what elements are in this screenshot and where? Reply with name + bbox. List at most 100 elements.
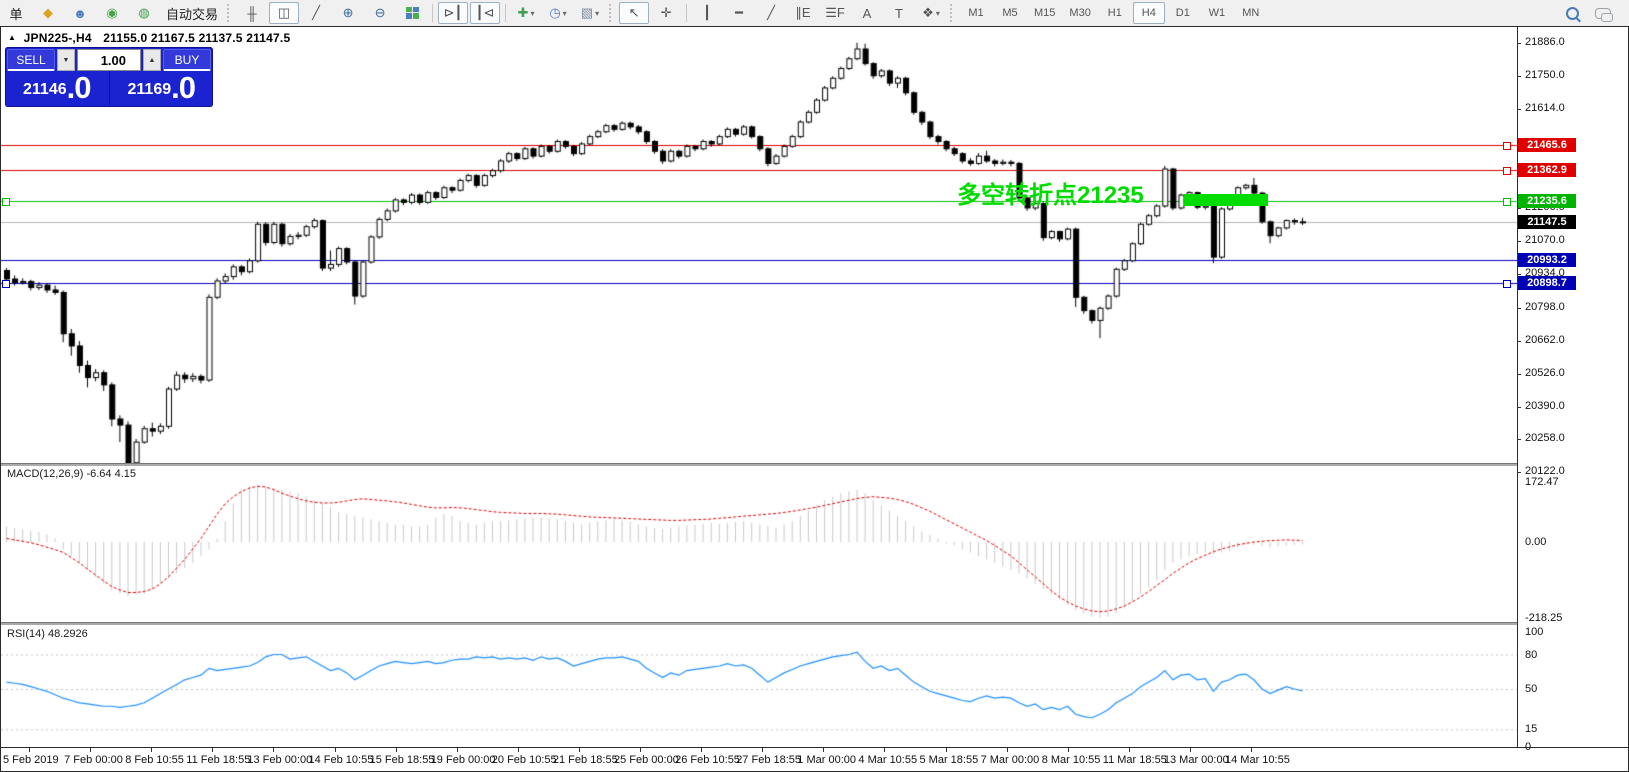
price-level-tag: 21465.6 — [1518, 138, 1576, 152]
chart-annotation-text[interactable]: 多空转折点21235 — [957, 182, 1144, 209]
time-axis-border — [1, 747, 1628, 748]
axis-tick — [1517, 472, 1521, 474]
time-axis-tick — [1067, 748, 1069, 752]
bar-chart-icon[interactable]: ╫ — [247, 5, 257, 21]
dropdown-caret-icon[interactable]: ▾ — [595, 8, 600, 18]
price-axis-label: 20526.0 — [1525, 366, 1565, 379]
macd-label: MACD(12,26,9) -6.64 4.15 — [7, 468, 137, 480]
axis-tick — [1517, 42, 1521, 44]
text-label-icon[interactable]: T — [895, 5, 903, 21]
timeframe-M1[interactable]: M1 — [968, 7, 984, 19]
line-handle[interactable] — [1503, 279, 1511, 288]
sell-price-decimal: .0 — [66, 70, 92, 105]
chart-shift-icon[interactable]: ┃⊲ — [470, 2, 501, 24]
line-handle[interactable] — [2, 197, 10, 206]
time-axis-tick — [517, 748, 519, 752]
rsi-axis-label: 80 — [1525, 648, 1538, 661]
toolbar-grip — [950, 4, 956, 22]
fibonacci-icon[interactable]: ☰F — [825, 5, 845, 20]
dropdown-caret-icon[interactable]: ▾ — [935, 8, 940, 18]
price-axis-label: 21070.0 — [1525, 234, 1565, 247]
price-level-tag: 21235.6 — [1518, 193, 1576, 208]
line-handle[interactable] — [1503, 142, 1511, 150]
highlight-rectangle[interactable] — [1184, 194, 1268, 206]
new-order-icon[interactable]: ◆ — [43, 5, 53, 20]
chat-icon[interactable] — [1595, 7, 1613, 22]
equidistant-channel-icon[interactable]: ∥E — [795, 5, 811, 20]
collapse-icon[interactable]: ▲ — [8, 33, 17, 42]
time-axis-label: 4 Mar 10:55 — [858, 754, 918, 766]
price-axis-label: 20258.0 — [1525, 431, 1565, 444]
time-axis-tick — [1006, 748, 1008, 752]
timeframe-W1[interactable]: W1 — [1208, 7, 1226, 19]
time-axis-label: 7 Feb 00:00 — [64, 754, 123, 766]
time-axis-label: 25 Feb 00:00 — [614, 754, 679, 766]
autotrading-label[interactable]: 自动交易 — [166, 6, 219, 22]
buy-price[interactable]: 21169 .0 — [110, 71, 214, 105]
cursor-icon[interactable]: ↖ — [619, 2, 650, 24]
autotrading-icon[interactable]: ◍ — [138, 5, 150, 20]
search-icon[interactable] — [1566, 6, 1579, 20]
axis-tick — [1517, 340, 1521, 342]
buy-price-main: 21169 — [127, 81, 172, 98]
dropdown-caret-icon[interactable]: ▾ — [562, 8, 567, 18]
buy-button[interactable]: BUY — [163, 49, 211, 71]
profiles-icon[interactable]: ☻ — [73, 5, 87, 21]
volume-down-button[interactable]: ▼ — [57, 49, 75, 71]
horizontal-line-icon[interactable]: ━ — [735, 5, 743, 20]
timeframe-H1[interactable]: H1 — [1107, 7, 1122, 19]
timeframe-M30[interactable]: M30 — [1069, 7, 1091, 19]
line-handle[interactable] — [1503, 197, 1511, 206]
chart-window: ▲ JPN225-,H4 21155.0 21167.5 21137.5 211… — [0, 26, 1629, 772]
auto-scroll-icon[interactable]: ⊳┃ — [438, 2, 469, 24]
order-button[interactable]: 单 — [9, 6, 23, 22]
time-axis-tick — [1251, 748, 1252, 752]
macd-canvas[interactable] — [1, 466, 1517, 622]
price-axis-label: 20662.0 — [1525, 333, 1565, 346]
line-chart-icon[interactable]: ╱ — [312, 5, 320, 20]
periods-icon[interactable]: ◷ ▾ — [549, 5, 567, 20]
sell-button[interactable]: SELL — [7, 49, 55, 71]
time-axis-tick — [945, 748, 947, 752]
price-axis-label: 20798.0 — [1525, 300, 1565, 313]
sell-price[interactable]: 21146 .0 — [5, 71, 110, 105]
price-axis-label: 20122.0 — [1525, 465, 1565, 478]
timeframe-D1[interactable]: D1 — [1175, 7, 1190, 19]
sell-price-main: 21146 — [23, 81, 67, 98]
dropdown-caret-icon[interactable]: ▾ — [530, 8, 535, 18]
pane-separator[interactable] — [1, 622, 1517, 625]
timeframe-M5[interactable]: M5 — [1002, 7, 1018, 19]
volume-up-button[interactable]: ▲ — [143, 49, 161, 71]
tile-windows-icon[interactable] — [397, 2, 427, 24]
timeframe-M15[interactable]: M15 — [1034, 7, 1056, 19]
line-handle[interactable] — [1503, 167, 1511, 175]
time-axis-label: 27 Feb 18:55 — [736, 754, 802, 766]
time-axis-label: 11 Feb 18:55 — [186, 754, 251, 766]
pane-separator[interactable] — [1, 463, 1517, 466]
crosshair-icon[interactable]: ✛ — [660, 5, 672, 20]
rsi-label: RSI(14) 48.2926 — [7, 628, 88, 640]
line-handle[interactable] — [2, 279, 10, 288]
trendline-icon[interactable]: ╱ — [767, 5, 775, 20]
axis-tick — [1517, 208, 1521, 210]
zoom-in-icon[interactable]: ⊕ — [342, 5, 354, 20]
axis-tick — [1517, 438, 1521, 440]
rsi-canvas[interactable] — [1, 625, 1517, 747]
volume-input[interactable]: 1.00 — [77, 49, 141, 71]
navigator-icon[interactable]: ◉ — [106, 5, 118, 20]
vertical-line-icon[interactable]: ┃ — [703, 5, 711, 20]
timeframe-MN[interactable]: MN — [1242, 7, 1260, 19]
text-icon[interactable]: A — [862, 5, 872, 21]
indicators-icon[interactable]: ✚ ▾ — [517, 5, 535, 20]
rsi-axis-label: 50 — [1525, 683, 1538, 695]
candlestick-chart-icon[interactable]: ◫ — [269, 2, 300, 24]
zoom-out-icon[interactable]: ⊖ — [374, 5, 386, 20]
time-axis-label: 7 Mar 00:00 — [980, 754, 1040, 766]
price-level-tag: 21147.5 — [1518, 215, 1576, 230]
axis-tick — [1517, 108, 1521, 110]
timeframe-H4[interactable]: H4 — [1132, 2, 1165, 24]
arrows-icon[interactable]: ❖ ▾ — [922, 5, 940, 20]
toolbar-separator — [686, 4, 688, 22]
price-chart-canvas[interactable] — [1, 29, 1517, 463]
templates-icon[interactable]: ▧ ▾ — [580, 5, 600, 20]
